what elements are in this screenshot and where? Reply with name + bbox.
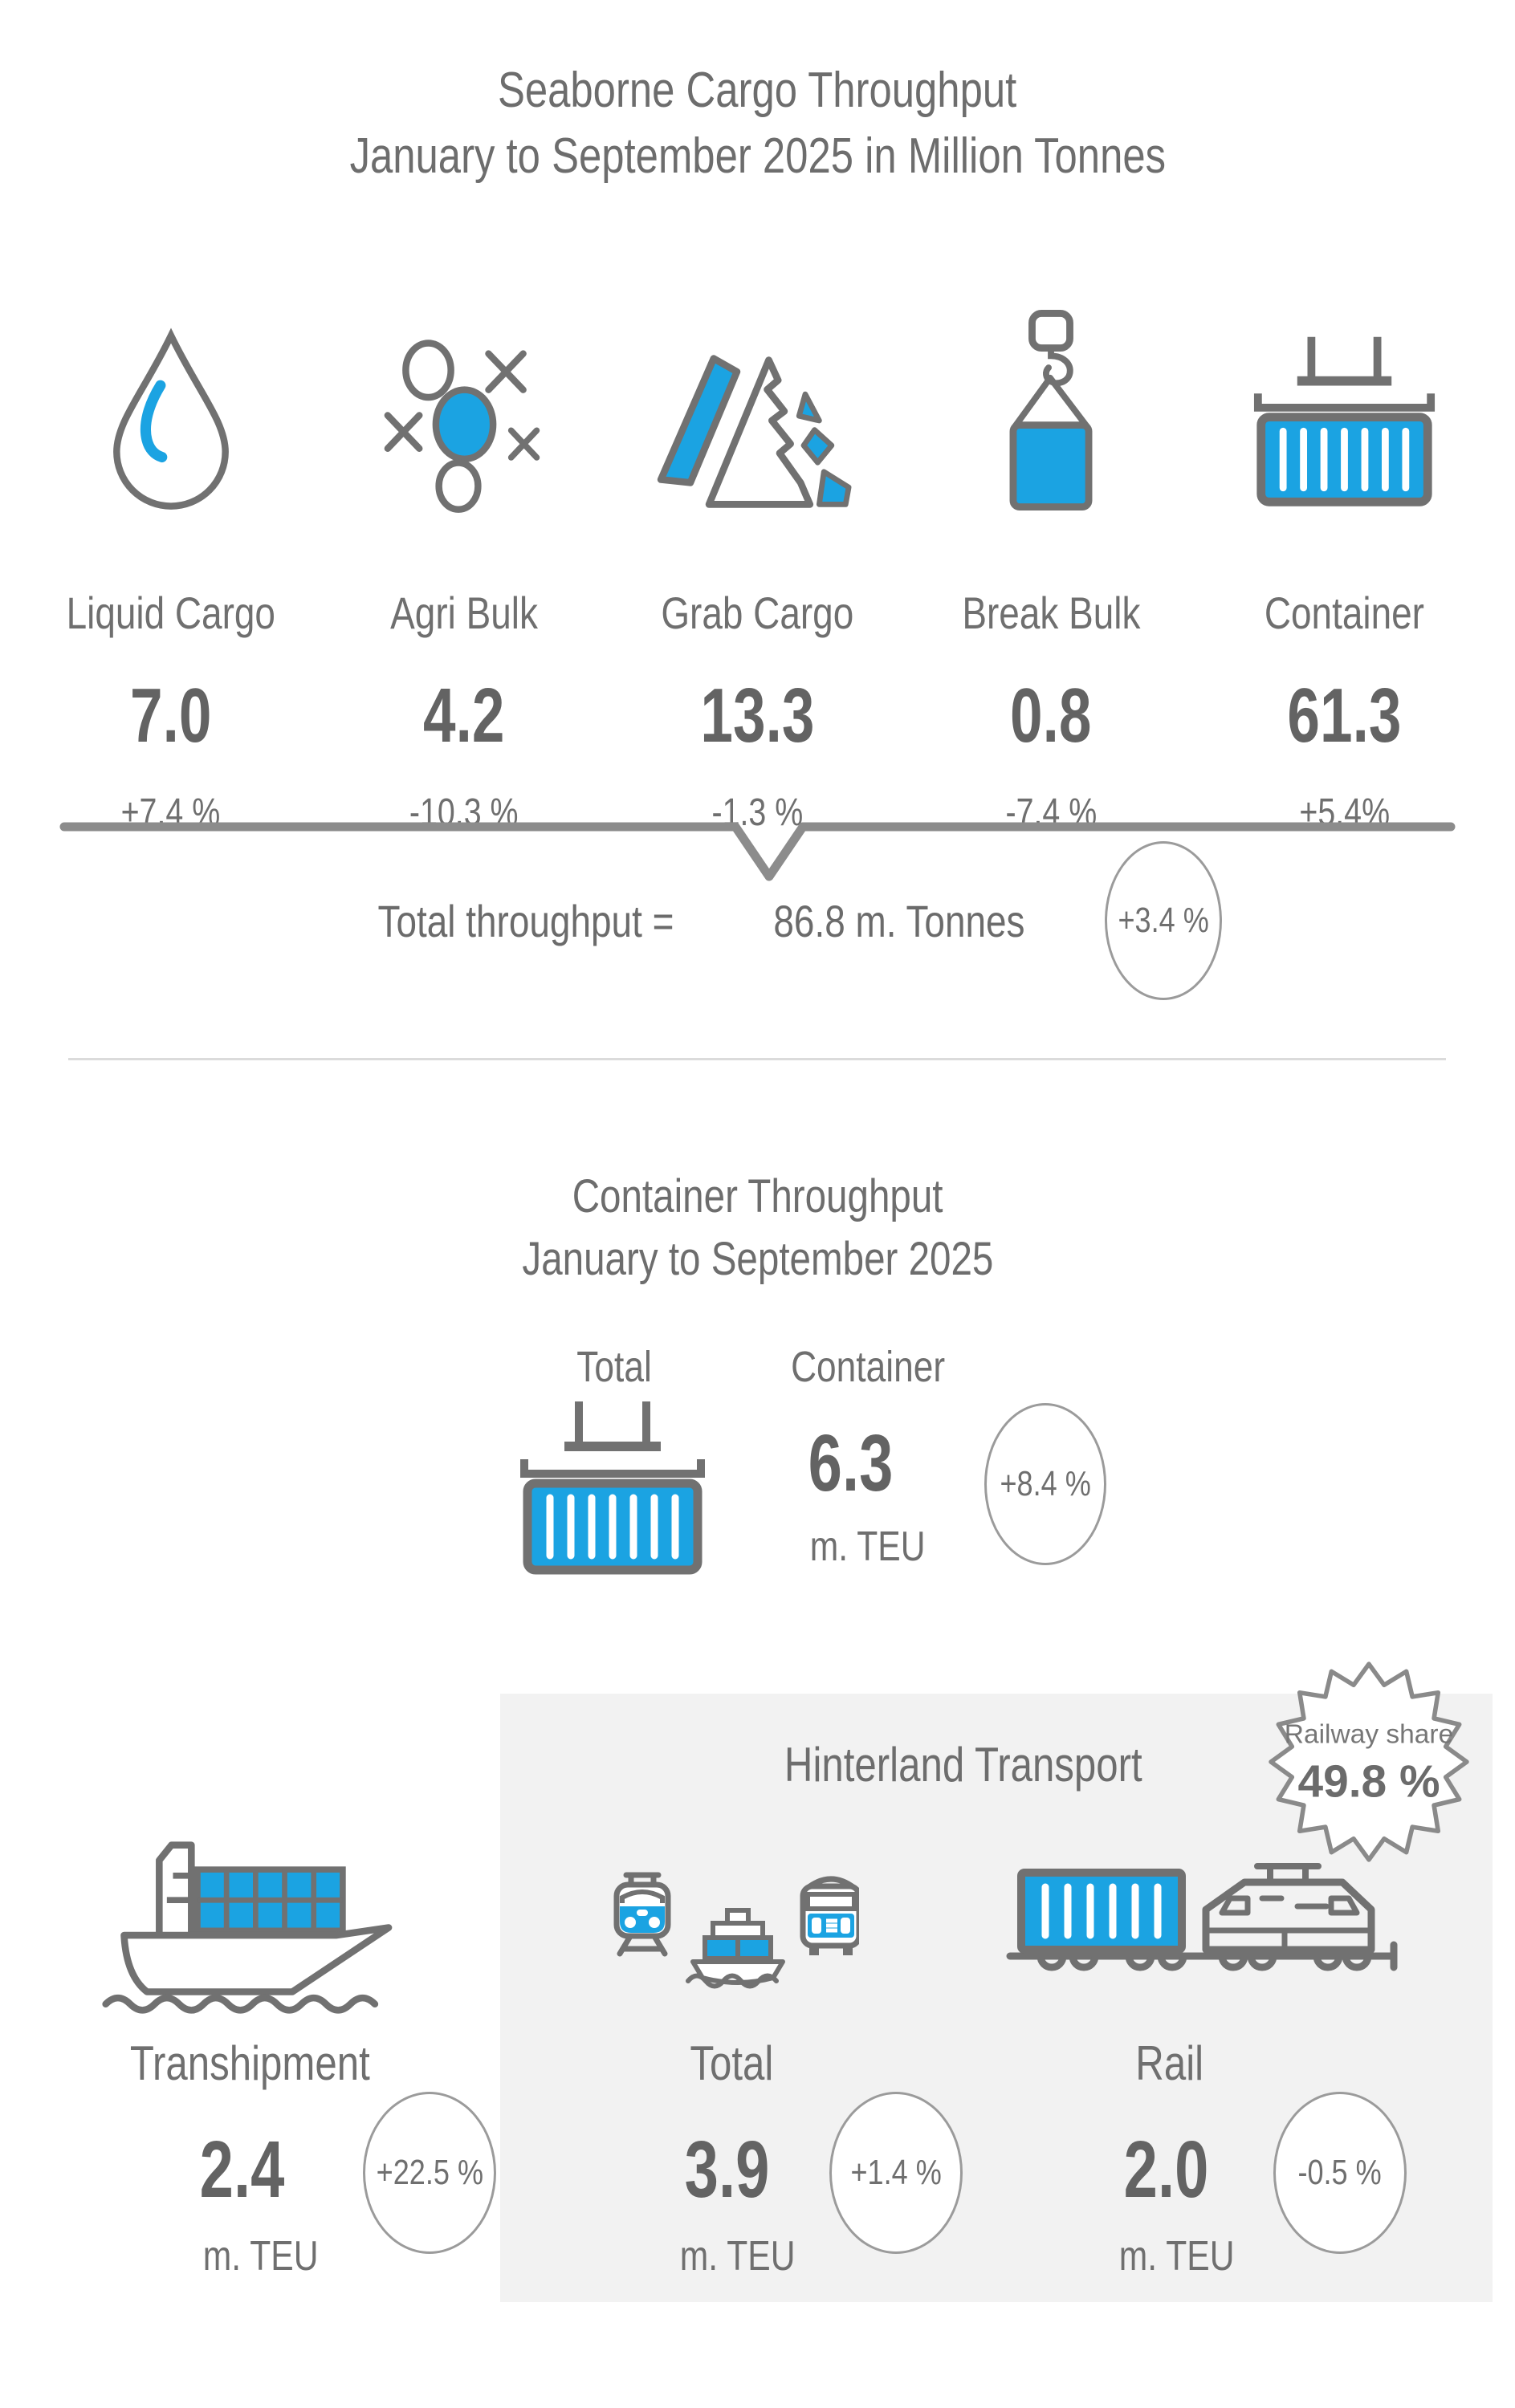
hinterland-rail-change-badge: -0.5 % [1273,2092,1407,2254]
cargo-col-agri: Agri Bulk 4.2 -10.3 % [317,273,610,835]
seaborne-title-line2: January to September 2025 in Million Ton… [349,128,1166,184]
cargo-value: 4.2 [423,673,505,759]
hinterland-total-change-badge: +1.4 % [829,2092,963,2254]
container-section-title: Container Throughput January to Septembe… [0,1165,1515,1291]
seaborne-title-line1: Seaborne Cargo Throughput [498,63,1017,118]
total-throughput-line: Total throughput = 86.8 m. Tonnes [0,891,1397,952]
railway-share-badge: Railway share 49.8 % [1267,1660,1471,1868]
seaborne-title: Seaborne Cargo Throughput January to Sep… [0,58,1515,189]
cargo-col-break: Break Bulk 0.8 -7.4 % [904,273,1197,835]
total-throughput-value: 86.8 m. Tonnes [772,896,1025,946]
cargo-label: Liquid Cargo [66,588,275,638]
cargo-value: 0.8 [1010,673,1092,759]
container-change-badge: +8.4 % [984,1403,1106,1565]
cargo-label: Container [1264,588,1424,638]
hinterland-rail-value: 2.0 [1124,2125,1209,2215]
hinterland-rail-unit: m. TEU [1119,2233,1235,2280]
total-container-label: Total [576,1343,652,1391]
train-icon [613,1872,671,1957]
transhipment-label: Transhipment [129,2036,370,2090]
container-label: Container [790,1343,945,1391]
total-throughput-label: Total throughput = [377,896,674,946]
hinterland-rail-label: Rail [1135,2036,1204,2090]
barge-icon [686,1908,785,1989]
hinterland-total-value: 3.9 [685,2125,770,2215]
container-ship-icon [84,1820,405,2024]
hinterland-total-unit: m. TEU [680,2233,796,2280]
cargo-col-container: Container 61.3 +5.4% [1198,273,1491,835]
hinterland-total-label: Total [690,2036,773,2090]
cargo-value: 13.3 [700,673,815,759]
hinterland-modes-icons [610,1861,862,2001]
container-throughput-value: 6.3 [808,1418,894,1508]
cargo-col-liquid: Liquid Cargo 7.0 +7.4 % [24,273,317,835]
cargo-value: 7.0 [129,673,212,759]
section-divider [68,1058,1446,1060]
cargo-value: 61.3 [1287,673,1402,759]
container-throughput-unit: m. TEU [810,1523,926,1570]
railway-share-value: 49.8 % [1297,1756,1440,1808]
cargo-col-grab: Grab Cargo 13.3 -1.3 % [611,273,904,835]
cargo-label: Break Bulk [961,588,1140,638]
bracket-line [59,822,1456,881]
cargo-category-row: Liquid Cargo 7.0 +7.4 % Agri Bulk 4.2 -1… [24,273,1491,835]
total-container-icon [508,1393,717,1586]
transhipment-unit: m. TEU [203,2233,319,2280]
droplet-icon [24,273,317,514]
railway-share-label: Railway share [1285,1720,1454,1750]
transhipment-change-badge: +22.5 % [363,2092,496,2254]
crane-hook-load-icon [904,273,1197,514]
container-title-line1: Container Throughput [572,1170,943,1222]
hinterland-title: Hinterland Transport [784,1738,1142,1792]
ore-pile-icon [611,273,904,514]
rail-train-icon [1004,1850,1405,1991]
grain-circles-icon [317,273,610,514]
total-change-badge: +3.4 % [1105,841,1222,1000]
cargo-label: Grab Cargo [661,588,854,638]
transhipment-value: 2.4 [200,2125,285,2215]
container-spreader-icon [1198,273,1491,514]
container-title-line2: January to September 2025 [522,1233,993,1285]
truck-icon [800,1876,862,1955]
cargo-label: Agri Bulk [390,588,538,638]
